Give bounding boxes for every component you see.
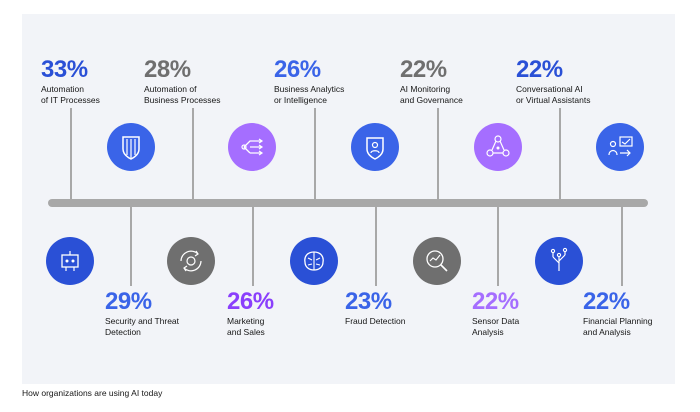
item-label: Sensor Data Analysis: [472, 316, 520, 337]
chat-assistant-icon: [596, 123, 644, 171]
percent-value: 28%: [144, 56, 191, 83]
percent-value: 22%: [583, 288, 630, 315]
connector-line: [252, 206, 254, 286]
percent-value: 23%: [345, 288, 392, 315]
circuit-tree-icon: [535, 237, 583, 285]
timeline-bar: [48, 199, 648, 207]
percent-value: 33%: [41, 56, 88, 83]
connector-line: [192, 108, 194, 200]
item-label: Automation of Business Processes: [144, 84, 221, 105]
item-label: Marketing and Sales: [227, 316, 265, 337]
percent-value: 26%: [274, 56, 321, 83]
item-label: Business Analytics or Intelligence: [274, 84, 345, 105]
connector-line: [621, 206, 623, 286]
item-label: Automation of IT Processes: [41, 84, 100, 105]
item-label: Security and Threat Detection: [105, 316, 180, 337]
figure-caption: How organizations are using AI today: [22, 388, 163, 398]
connector-line: [497, 206, 499, 286]
percent-value: 26%: [227, 288, 274, 315]
percent-value: 22%: [516, 56, 563, 83]
network-nodes-icon: [474, 123, 522, 171]
item-label: Financial Planning and Analysis: [583, 316, 653, 337]
robot-icon: [46, 237, 94, 285]
percent-value: 22%: [472, 288, 519, 315]
magnifier-chart-icon: [413, 237, 461, 285]
item-label: AI Monitoring and Governance: [400, 84, 463, 105]
shield-user-icon: [351, 123, 399, 171]
item-label: Conversational AI or Virtual Assistants: [516, 84, 591, 105]
connector-line: [437, 108, 439, 200]
workflow-icon: [228, 123, 276, 171]
connector-line: [375, 206, 377, 286]
shield-icon: [107, 123, 155, 171]
connector-line: [70, 108, 72, 200]
brain-icon: [290, 237, 338, 285]
connector-line: [559, 108, 561, 200]
connector-line: [130, 206, 132, 286]
connector-line: [314, 108, 316, 200]
percent-value: 29%: [105, 288, 152, 315]
item-label: Fraud Detection: [345, 316, 406, 326]
gear-refresh-icon: [167, 237, 215, 285]
percent-value: 22%: [400, 56, 447, 83]
